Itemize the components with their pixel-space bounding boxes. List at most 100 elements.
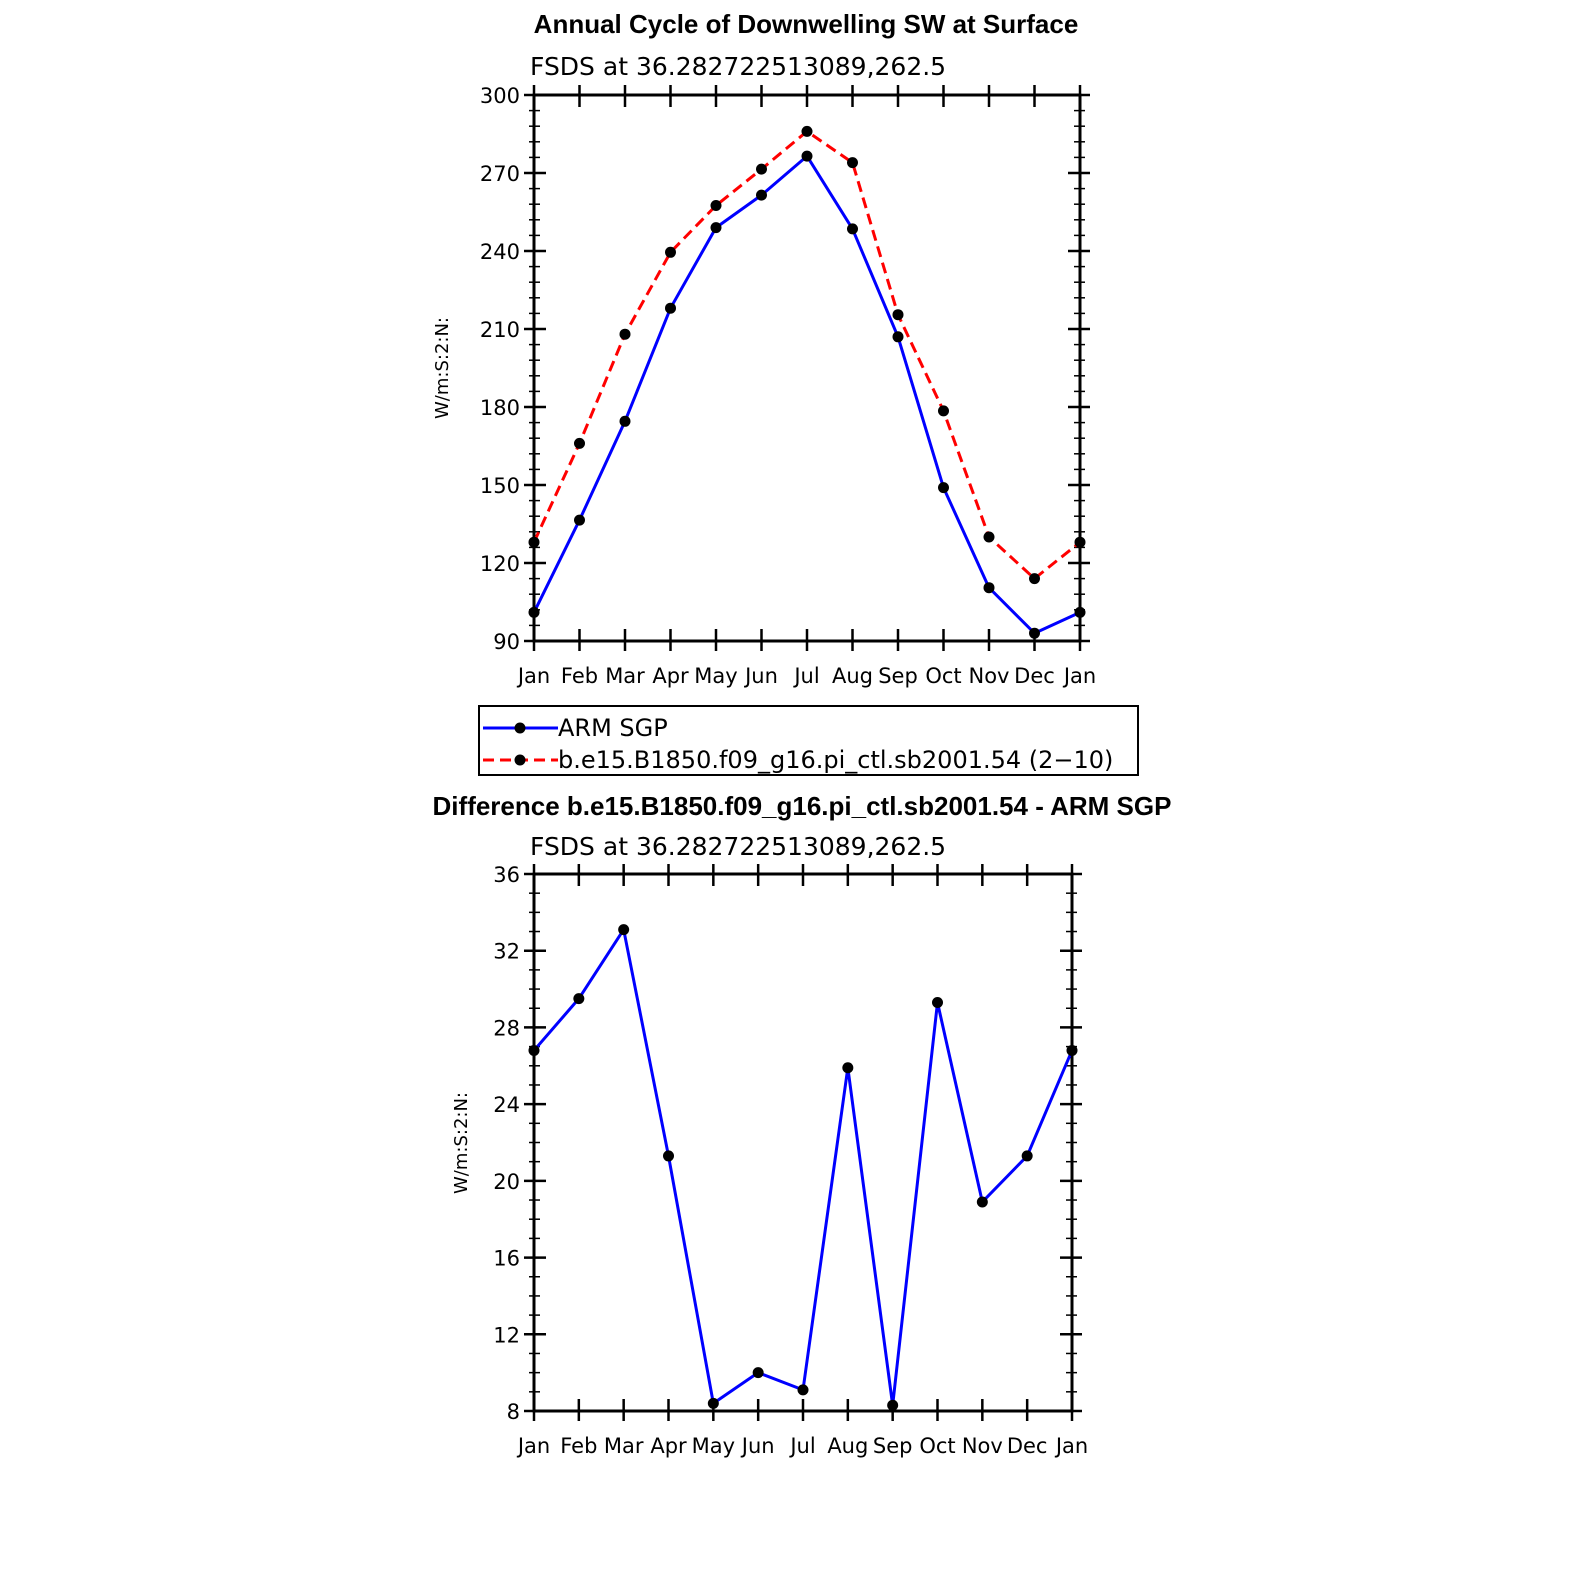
data-point	[710, 200, 722, 211]
x-tick-label: Jan	[516, 664, 550, 688]
data-point	[938, 405, 949, 417]
data-point	[847, 157, 858, 169]
plot-frame	[532, 872, 1074, 1413]
legend-entry-model: b.e15.B1850.f09_g16.pi_ctl.sb2001.54 (2−…	[483, 746, 1113, 774]
x-tick-label: Jun	[743, 664, 778, 688]
x-tick-label: Feb	[561, 664, 598, 688]
plot-axes	[524, 864, 1082, 1421]
x-tick-label: Aug	[832, 664, 873, 688]
x-tick-label: Jul	[788, 1434, 815, 1458]
y-tick-label: 24	[493, 1093, 520, 1117]
series-layer	[528, 924, 1078, 1411]
x-tick-label: Feb	[560, 1434, 597, 1458]
x-tick-label: Apr	[650, 1434, 687, 1458]
x-tick-label: Apr	[652, 664, 689, 688]
x-tick-label: Sep	[873, 1434, 913, 1458]
y-tick-label: 120	[480, 552, 520, 576]
data-point	[983, 531, 995, 543]
difference-chart: Difference b.e15.B1850.f09_g16.pi_ctl.sb…	[433, 791, 1172, 1458]
y-tick-label: 8	[507, 1400, 520, 1424]
y-tick-label: 240	[480, 240, 520, 264]
data-point	[756, 189, 767, 201]
data-point	[663, 1150, 674, 1162]
x-tick-label: Sep	[878, 664, 918, 688]
data-point	[1074, 536, 1086, 548]
x-tick-label: Jan	[1062, 664, 1096, 688]
legend-label: b.e15.B1850.f09_g16.pi_ctl.sb2001.54 (2−…	[558, 746, 1113, 774]
y-tick-label: 270	[480, 162, 520, 186]
x-tick-label: Jan	[1054, 1434, 1088, 1458]
y-tick-label: 300	[480, 84, 520, 108]
data-point	[618, 924, 630, 936]
y-tick-label: 36	[493, 863, 520, 887]
data-point	[619, 415, 631, 427]
series-line	[532, 928, 1074, 1407]
series-layer	[528, 125, 1086, 639]
data-point	[801, 125, 813, 137]
data-point	[983, 582, 995, 594]
x-tick-label: May	[692, 1434, 735, 1458]
data-point	[1074, 606, 1086, 618]
data-point	[797, 1384, 809, 1396]
data-point	[528, 1044, 540, 1056]
data-point	[707, 1397, 719, 1409]
data-point	[752, 1367, 764, 1379]
data-point	[1021, 1150, 1033, 1162]
x-tick-label: Aug	[827, 1434, 868, 1458]
legend: ARM SGP b.e15.B1850.f09_g16.pi_ctl.sb200…	[478, 705, 1139, 776]
chart-subtitle: FSDS at 36.282722513089,262.5	[530, 52, 946, 81]
data-point	[892, 309, 904, 321]
y-tick-label: 90	[493, 630, 520, 654]
plot-frame	[532, 93, 1082, 643]
chart-title: Difference b.e15.B1850.f09_g16.pi_ctl.sb…	[433, 791, 1172, 821]
plot-axes	[524, 85, 1090, 651]
x-tick-label: Dec	[1014, 664, 1055, 688]
data-point	[665, 246, 676, 258]
y-tick-label: 180	[480, 396, 520, 420]
data-point	[574, 514, 585, 526]
x-tick-label: May	[694, 664, 737, 688]
annual-cycle-chart: Annual Cycle of Downwelling SW at Surfac…	[432, 9, 1096, 688]
legend-marker	[514, 722, 526, 734]
y-tick-label: 28	[493, 1016, 520, 1040]
legend-marker	[514, 754, 526, 766]
x-tick-label: Jan	[516, 1434, 550, 1458]
tick-labels: Jan Feb Mar Apr May Jun Jul Aug Sep Oct Nov Dec Jan 9…	[480, 84, 1096, 688]
x-tick-label: Jun	[740, 1434, 775, 1458]
data-point	[619, 328, 631, 340]
x-tick-label: Nov	[962, 1434, 1003, 1458]
chart-title: Annual Cycle of Downwelling SW at Surfac…	[534, 9, 1079, 39]
x-tick-label: Dec	[1007, 1434, 1048, 1458]
y-axis-label: W/m:S:2:N:	[432, 317, 453, 419]
y-tick-label: 210	[480, 318, 520, 342]
x-tick-label: Jul	[792, 664, 819, 688]
y-tick-label: 16	[493, 1247, 520, 1271]
y-tick-label: 12	[493, 1323, 520, 1347]
legend-box	[478, 705, 1139, 776]
data-point	[710, 222, 722, 234]
data-point	[842, 1062, 854, 1074]
data-point	[756, 163, 767, 175]
data-point	[1029, 627, 1040, 639]
chart-subtitle: FSDS at 36.282722513089,262.5	[530, 832, 946, 861]
data-point	[573, 993, 585, 1005]
y-tick-label: 150	[480, 474, 520, 498]
data-point	[938, 482, 949, 494]
data-point	[847, 223, 858, 235]
y-axis-label: W/m:S:2:N:	[451, 1092, 472, 1194]
x-tick-label: Nov	[969, 664, 1010, 688]
data-point	[932, 996, 943, 1008]
y-tick-label: 20	[493, 1170, 520, 1194]
data-point	[528, 536, 540, 548]
data-point	[574, 437, 585, 449]
series-line	[532, 154, 1081, 635]
x-tick-label: Oct	[925, 664, 961, 688]
data-point	[976, 1196, 988, 1208]
series-line	[532, 129, 1081, 581]
legend-label: ARM SGP	[558, 714, 668, 742]
x-tick-label: Oct	[919, 1434, 955, 1458]
data-point	[892, 331, 904, 343]
legend-entry-arm-sgp: ARM SGP	[483, 714, 668, 742]
x-tick-label: Mar	[604, 1434, 644, 1458]
